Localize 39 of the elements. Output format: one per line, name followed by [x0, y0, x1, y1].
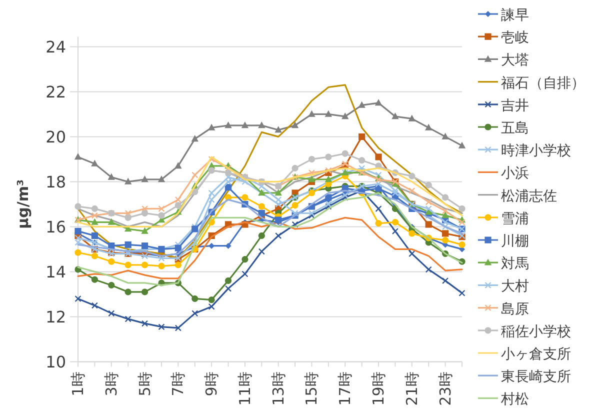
legend-label: 小ヶ倉支所 [501, 346, 571, 362]
legend-label: 諫早 [501, 8, 529, 24]
x-tick-label: 21時 [402, 372, 421, 406]
x-tick-label: 3時 [102, 372, 120, 396]
legend-label: 吉井 [501, 98, 529, 114]
x-tick-label: 9時 [202, 372, 221, 396]
legend-label: 松浦志佐 [501, 188, 557, 204]
y-tick-label: 18 [46, 172, 66, 192]
x-tick-label: 5時 [136, 372, 154, 396]
x-tick-label: 19時 [370, 372, 388, 406]
legend-label: 東長崎支所 [501, 369, 571, 386]
y-tick-label: 14 [46, 262, 66, 282]
legend-label: 川棚 [501, 234, 529, 250]
legend-label: 大塔 [501, 52, 529, 69]
x-tick-label: 1時 [69, 372, 87, 396]
legend-label: 対馬 [501, 256, 529, 272]
legend-label: 大村 [501, 278, 529, 295]
y-tick-label: 22 [46, 82, 66, 102]
legend-label: 雪浦 [501, 210, 529, 227]
legend-label: 時津小学校 [501, 143, 571, 160]
y-tick-label: 10 [46, 352, 66, 372]
legend-label: 福石（自排） [501, 75, 585, 92]
y-tick-label: 12 [46, 308, 66, 327]
y-axis-title: μg/m³ [14, 179, 32, 229]
x-tick-label: 15時 [302, 372, 321, 406]
x-tick-label: 7時 [169, 372, 188, 396]
y-tick-label: 24 [46, 38, 66, 57]
legend-label: 村松 [500, 392, 529, 408]
legend-label: 小浜 [501, 166, 529, 182]
x-tick-label: 13時 [269, 372, 288, 406]
x-tick-label: 23時 [436, 372, 454, 406]
x-tick-label: 11時 [236, 372, 254, 406]
legend-label: 稲佐小学校 [501, 324, 571, 340]
x-tick-label: 17時 [336, 372, 354, 406]
legend-label: 五島 [501, 120, 529, 136]
legend-label: 島原 [501, 301, 529, 318]
y-tick-label: 16 [46, 218, 66, 237]
y-tick-label: 20 [46, 128, 66, 147]
legend-label: 壱岐 [501, 30, 529, 46]
